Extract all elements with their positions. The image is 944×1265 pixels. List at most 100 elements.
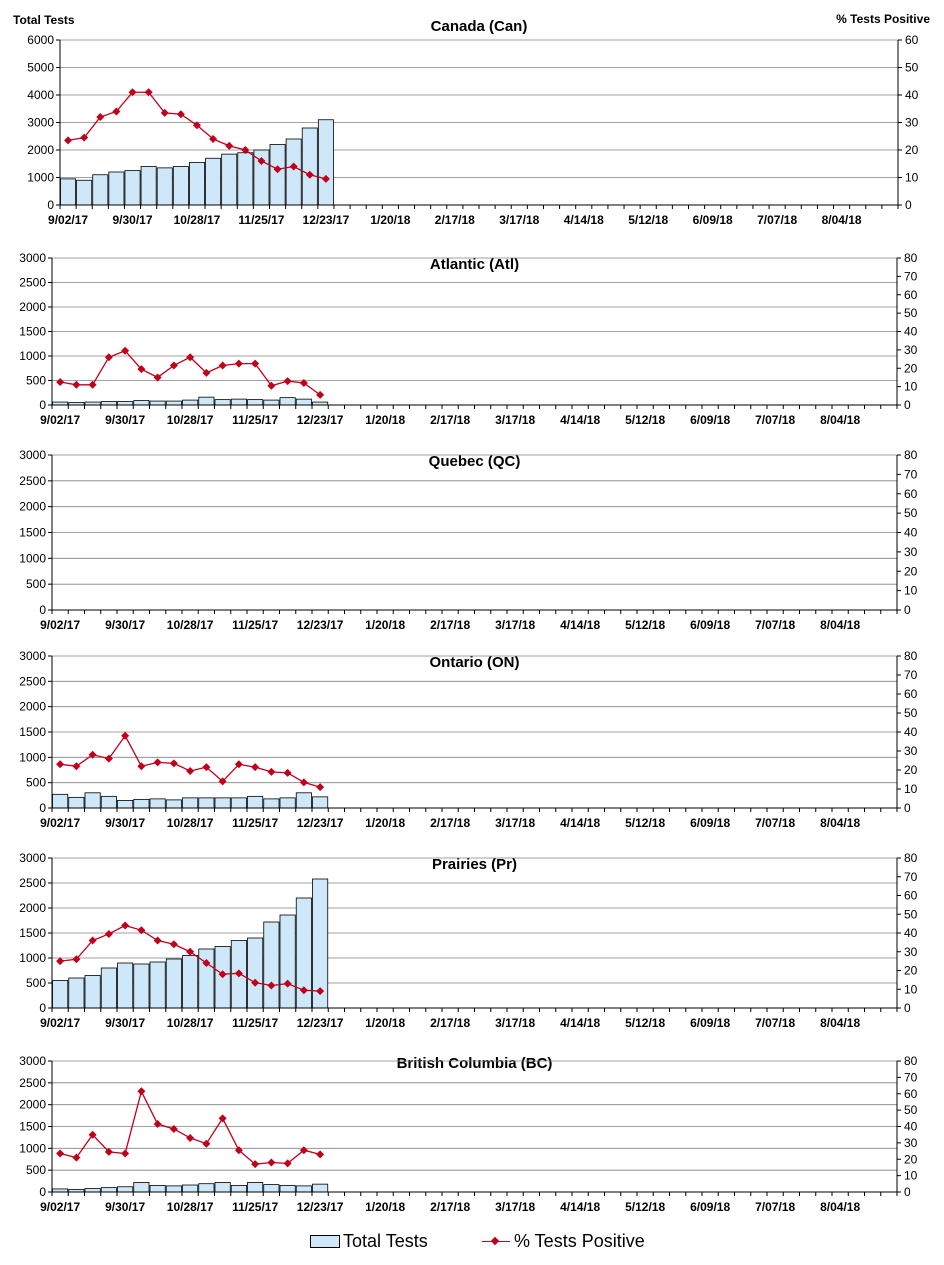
left-axis-header: Total Tests — [13, 13, 75, 27]
line-percent-positive — [59, 1089, 321, 1165]
bar-total-tests — [149, 1185, 166, 1193]
bar-total-tests — [68, 796, 85, 809]
bar-total-tests — [84, 975, 101, 1009]
bar-total-tests — [279, 397, 296, 406]
y-left-tick-label: 500 — [26, 1163, 46, 1177]
y-left-tick-label: 1500 — [19, 325, 46, 339]
x-tick-label: 1/20/18 — [365, 618, 405, 632]
point-percent-positive — [153, 758, 162, 767]
x-tick-label: 2/17/18 — [430, 816, 470, 830]
point-percent-positive — [96, 113, 105, 121]
x-tick-label: 6/09/18 — [690, 816, 730, 830]
point-percent-positive — [88, 1130, 97, 1139]
bar-total-tests — [156, 167, 173, 206]
point-percent-positive — [234, 1146, 243, 1155]
bar-total-tests — [214, 797, 231, 809]
point-percent-positive — [137, 365, 146, 374]
y-right-tick-label: 80 — [904, 448, 918, 462]
y-right-tick-label: 60 — [904, 487, 918, 501]
point-percent-positive — [283, 377, 292, 386]
point-percent-positive — [225, 141, 234, 150]
legend-line-label: % Tests Positive — [514, 1231, 645, 1251]
point-percent-positive — [251, 763, 260, 772]
y-right-tick-label: 70 — [904, 668, 918, 682]
x-tick-label: 9/30/17 — [105, 1200, 145, 1214]
bar-total-tests — [182, 797, 199, 809]
y-left-tick-label: 2500 — [19, 474, 46, 488]
x-tick-label: 5/12/18 — [625, 1200, 665, 1214]
y-right-tick-label: 10 — [905, 171, 919, 185]
x-tick-label: 1/20/18 — [365, 1200, 405, 1214]
line-marker-icon — [482, 1236, 510, 1248]
y-right-tick-label: 30 — [904, 945, 918, 959]
chart-6: British Columbia (BC)0500100015002000250… — [19, 1054, 917, 1214]
point-percent-positive — [202, 959, 211, 967]
bar-total-tests — [285, 138, 302, 206]
point-percent-positive — [202, 368, 211, 377]
x-tick-label: 9/30/17 — [105, 816, 145, 830]
y-left-tick-label: 4000 — [27, 88, 54, 102]
x-tick-label: 4/14/18 — [564, 213, 604, 227]
bar-total-tests — [312, 796, 329, 809]
bar-total-tests — [279, 1185, 296, 1193]
y-left-tick-label: 2500 — [19, 674, 46, 688]
point-percent-positive — [121, 731, 130, 740]
point-percent-positive — [267, 767, 276, 776]
bar-swatch-icon — [310, 1235, 340, 1248]
point-percent-positive — [128, 88, 137, 97]
x-tick-label: 6/09/18 — [690, 618, 730, 632]
point-percent-positive — [104, 1147, 113, 1156]
point-percent-positive — [241, 146, 250, 154]
y-right-tick-label: 30 — [905, 116, 919, 130]
bar-total-tests — [165, 958, 182, 1009]
bar-total-tests — [263, 1184, 280, 1193]
x-tick-label: 2/17/18 — [430, 618, 470, 632]
y-left-tick-label: 0 — [39, 801, 46, 815]
chart-title: Canada (Can) — [431, 18, 528, 35]
bar-total-tests — [84, 792, 101, 809]
x-tick-label: 10/28/17 — [167, 1016, 214, 1030]
y-left-tick-label: 1000 — [19, 349, 46, 363]
chart-title: Ontario (ON) — [430, 654, 520, 671]
y-left-tick-label: 3000 — [19, 448, 46, 462]
point-percent-positive — [169, 361, 178, 370]
bar-total-tests — [198, 948, 215, 1009]
y-right-tick-label: 50 — [904, 907, 918, 921]
point-percent-positive — [283, 1159, 292, 1168]
y-left-tick-label: 0 — [39, 398, 46, 412]
point-percent-positive — [234, 969, 243, 978]
y-left-tick-label: 1000 — [19, 1141, 46, 1155]
y-right-tick-label: 80 — [904, 649, 918, 663]
bar-total-tests — [100, 967, 117, 1009]
y-right-tick-label: 30 — [904, 744, 918, 758]
y-right-tick-label: 70 — [904, 467, 918, 481]
x-tick-label: 4/14/18 — [560, 413, 600, 427]
point-percent-positive — [316, 783, 325, 792]
x-tick-label: 9/30/17 — [105, 1016, 145, 1030]
y-right-tick-label: 10 — [904, 782, 918, 796]
x-tick-label: 4/14/18 — [560, 618, 600, 632]
x-tick-label: 3/17/18 — [499, 213, 539, 227]
bar-total-tests — [247, 937, 264, 1009]
bar-total-tests — [133, 963, 150, 1009]
point-percent-positive — [160, 108, 169, 117]
x-tick-label: 7/07/18 — [757, 213, 797, 227]
bar-total-tests — [133, 1181, 150, 1193]
x-tick-label: 6/09/18 — [693, 213, 733, 227]
y-left-tick-label: 6000 — [27, 33, 54, 47]
point-percent-positive — [218, 777, 227, 786]
y-left-tick-label: 500 — [26, 374, 46, 388]
bar-total-tests — [52, 980, 69, 1009]
point-percent-positive — [72, 955, 81, 964]
x-tick-label: 1/20/18 — [365, 1016, 405, 1030]
y-right-tick-label: 50 — [904, 506, 918, 520]
x-tick-label: 11/25/17 — [232, 1016, 278, 1030]
legend-bar-label: Total Tests — [343, 1231, 428, 1251]
point-percent-positive — [299, 378, 308, 387]
bar-total-tests — [172, 166, 189, 206]
y-right-tick-label: 70 — [904, 269, 918, 283]
bar-total-tests — [312, 1183, 329, 1193]
y-right-tick-label: 50 — [905, 61, 919, 75]
point-percent-positive — [186, 353, 195, 362]
x-tick-label: 1/20/18 — [365, 413, 405, 427]
